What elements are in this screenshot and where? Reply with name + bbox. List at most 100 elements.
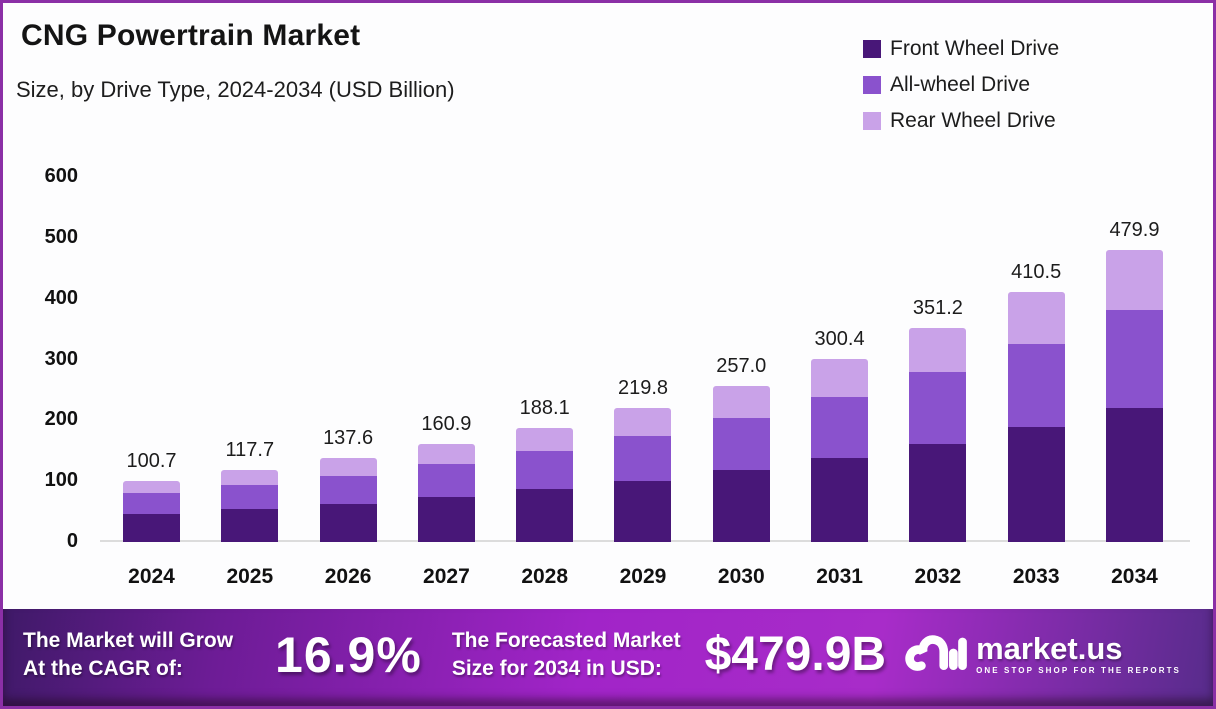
bar-segment-2028-front-wheel-drive xyxy=(516,489,574,542)
bar-segment-2024-rear-wheel-drive xyxy=(123,480,180,494)
x-tick-2029: 2029 xyxy=(619,565,667,588)
bar-segment-2034-front-wheel-drive xyxy=(1105,407,1163,542)
bar-total-label-2031: 300.4 xyxy=(814,328,865,351)
bar-segment-2031-front-wheel-drive xyxy=(811,457,869,542)
bar-segment-2032-all-wheel-drive xyxy=(909,372,967,444)
legend-label: All-wheel Drive xyxy=(890,73,1031,96)
bar-total-label-2027: 160.9 xyxy=(421,413,472,436)
bar-2033: 410.5 2033 xyxy=(1007,261,1065,588)
brand-tagline: ONE STOP SHOP FOR THE REPORTS xyxy=(976,666,1181,675)
legend-label: Front Wheel Drive xyxy=(890,37,1060,60)
legend-label: Rear Wheel Drive xyxy=(890,109,1056,132)
bar-total-label-2024: 100.7 xyxy=(126,449,177,472)
x-tick-2032: 2032 xyxy=(914,565,962,588)
legend-swatch-icon xyxy=(863,112,881,130)
bar-segment-2028-all-wheel-drive xyxy=(516,451,574,490)
y-tick-100: 100 xyxy=(44,469,78,492)
y-axis: 0 100 200 300 400 500 600 xyxy=(3,3,78,706)
y-tick-200: 200 xyxy=(44,408,78,431)
page-subtitle: Size, by Drive Type, 2024-2034 (USD Bill… xyxy=(16,77,455,102)
bar-segment-2030-front-wheel-drive xyxy=(712,470,770,542)
bar-total-label-2032: 351.2 xyxy=(912,297,963,320)
cagr-value: 16.9% xyxy=(275,626,422,683)
bar-segment-2029-front-wheel-drive xyxy=(614,480,672,542)
brand-name: market.us xyxy=(976,631,1123,666)
bar-segment-2026-all-wheel-drive xyxy=(319,475,377,504)
bar-2025: 117.7 2025 xyxy=(221,439,279,588)
x-tick-2031: 2031 xyxy=(816,565,863,588)
bar-segment-2031-rear-wheel-drive xyxy=(811,359,869,397)
bar-segment-2034-all-wheel-drive xyxy=(1105,309,1163,408)
bar-2030: 257.0 2030 xyxy=(712,355,770,588)
legend-item-2: Rear Wheel Drive xyxy=(863,103,1059,139)
x-tick-2033: 2033 xyxy=(1012,565,1060,588)
bar-total-label-2026: 137.6 xyxy=(323,427,374,450)
bar-segment-2031-all-wheel-drive xyxy=(811,396,869,458)
forecast-value: $479.9B xyxy=(704,628,887,681)
page-title: CNG Powertrain Market xyxy=(21,19,361,52)
y-tick-0: 0 xyxy=(66,530,78,552)
bar-segment-2026-front-wheel-drive xyxy=(319,503,377,542)
bar-segment-2028-rear-wheel-drive xyxy=(516,427,574,452)
chart-legend: Front Wheel Drive All-wheel Drive Rear Whe… xyxy=(863,31,1059,139)
forecast-label-line2: Size for 2034 in USD: xyxy=(451,656,662,680)
legend-swatch-icon xyxy=(863,76,881,94)
bar-total-label-2033: 410.5 xyxy=(1011,261,1062,284)
bar-total-label-2029: 219.8 xyxy=(617,377,669,400)
x-tick-2026: 2026 xyxy=(324,565,372,588)
bar-segment-2024-all-wheel-drive xyxy=(123,493,180,514)
bar-2031: 300.4 2031 xyxy=(811,328,869,588)
x-tick-2034: 2034 xyxy=(1111,565,1158,588)
bar-segment-2030-all-wheel-drive xyxy=(712,417,770,471)
bar-segment-2024-front-wheel-drive xyxy=(123,513,180,542)
marketus-logo-icon xyxy=(904,628,968,681)
bar-segment-2030-rear-wheel-drive xyxy=(712,385,770,418)
y-tick-300: 300 xyxy=(44,347,78,370)
bar-total-label-2030: 257.0 xyxy=(716,354,767,377)
forecast-label-line1: The Forecasted Market xyxy=(451,628,681,652)
bar-segment-2033-front-wheel-drive xyxy=(1007,427,1065,542)
cagr-label-line1: The Market will Grow xyxy=(23,628,234,652)
bar-plot: 100.7 2024 117.7 2025 137.6 2026 160.9 2027 188.… xyxy=(100,177,1196,588)
bar-segment-2032-front-wheel-drive xyxy=(909,443,967,542)
bar-segment-2025-all-wheel-drive xyxy=(221,485,279,510)
x-tick-2027: 2027 xyxy=(423,565,470,588)
y-tick-400: 400 xyxy=(44,286,78,309)
legend-item-1: All-wheel Drive xyxy=(863,67,1059,103)
bar-segment-2027-all-wheel-drive xyxy=(417,464,475,497)
bar-total-label-2034: 479.9 xyxy=(1109,219,1160,242)
bar-segment-2034-rear-wheel-drive xyxy=(1105,250,1163,310)
bar-total-label-2028: 188.1 xyxy=(519,396,570,419)
brand-text: market.us ONE STOP SHOP FOR THE REPORTS xyxy=(976,631,1181,675)
bar-segment-2029-rear-wheel-drive xyxy=(614,408,672,436)
legend-swatch-icon xyxy=(863,40,881,58)
legend-item-0: Front Wheel Drive xyxy=(863,31,1059,67)
bar-2026: 137.6 2026 xyxy=(319,427,377,588)
x-tick-2024: 2024 xyxy=(128,565,175,588)
bar-2029: 219.8 2029 xyxy=(614,377,672,588)
chart-area: 0 100 200 300 400 500 600 100.7 2024 117.7 2025 13… xyxy=(3,3,1213,706)
bar-segment-2032-rear-wheel-drive xyxy=(909,328,967,373)
bar-segment-2027-front-wheel-drive xyxy=(417,497,475,542)
cagr-label: The Market will Grow At the CAGR of: xyxy=(23,627,233,683)
bar-segment-2027-rear-wheel-drive xyxy=(417,444,475,465)
bar-2028: 188.1 2028 xyxy=(516,397,574,588)
cagr-label-line2: At the CAGR of: xyxy=(23,656,183,680)
stats-banner: The Market will Grow At the CAGR of: 16.… xyxy=(3,609,1213,706)
bar-2032: 351.2 2032 xyxy=(909,297,967,588)
bar-segment-2025-front-wheel-drive xyxy=(221,509,279,542)
bar-segment-2025-rear-wheel-drive xyxy=(221,470,279,486)
x-tick-2028: 2028 xyxy=(521,565,569,588)
bar-segment-2026-rear-wheel-drive xyxy=(319,458,377,476)
bar-segment-2029-all-wheel-drive xyxy=(614,435,672,481)
bar-segment-2033-all-wheel-drive xyxy=(1007,343,1065,428)
brand-group: market.us ONE STOP SHOP FOR THE REPORTS xyxy=(904,628,1181,681)
bar-total-label-2025: 117.7 xyxy=(225,439,275,462)
bar-2034: 479.9 2034 xyxy=(1105,219,1163,588)
x-tick-2030: 2030 xyxy=(717,565,765,588)
y-tick-600: 600 xyxy=(44,165,78,187)
forecast-label: The Forecasted Market Size for 2034 in U… xyxy=(452,627,681,683)
bar-2024: 100.7 2024 xyxy=(123,450,180,588)
y-tick-500: 500 xyxy=(44,225,78,248)
